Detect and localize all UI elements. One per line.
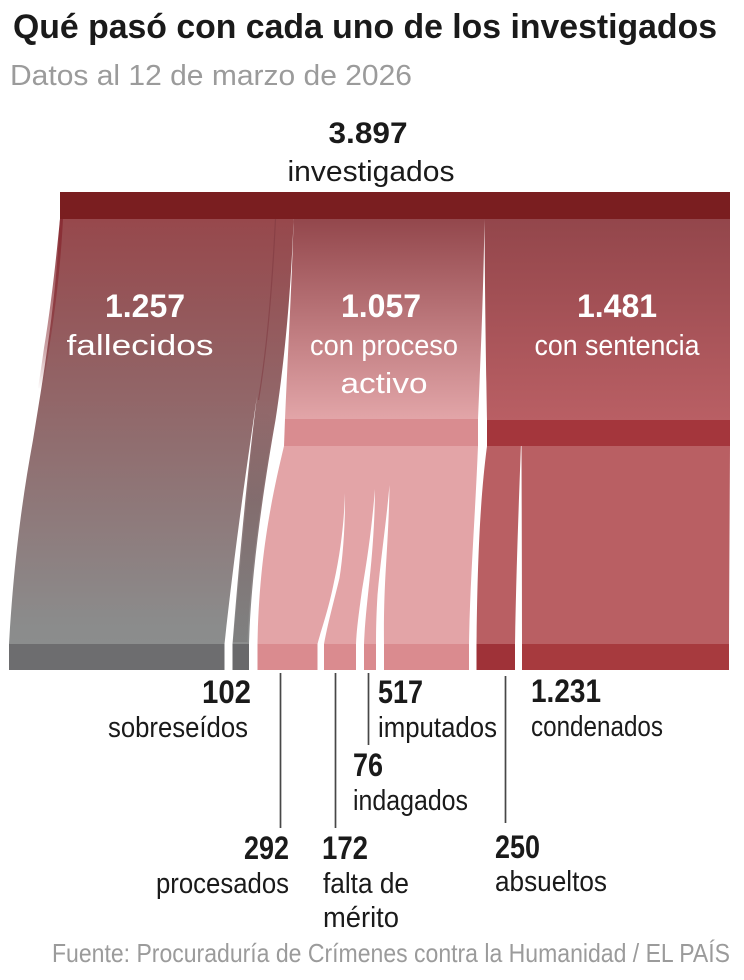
svg-text:indagados: indagados bbox=[353, 785, 468, 817]
svg-text:1.481: 1.481 bbox=[577, 288, 657, 324]
svg-text:1.057: 1.057 bbox=[341, 288, 421, 324]
svg-text:517: 517 bbox=[378, 674, 423, 710]
svg-text:1.231: 1.231 bbox=[531, 673, 601, 709]
svg-text:250: 250 bbox=[495, 829, 540, 865]
svg-text:sobreseídos: sobreseídos bbox=[108, 712, 248, 744]
svg-text:76: 76 bbox=[353, 747, 383, 783]
svg-text:292: 292 bbox=[244, 830, 289, 866]
svg-text:172: 172 bbox=[322, 830, 368, 866]
svg-text:mérito: mérito bbox=[323, 902, 399, 934]
svg-text:Qué pasó con cada uno de los i: Qué pasó con cada uno de los investigado… bbox=[13, 8, 717, 46]
svg-text:1.257: 1.257 bbox=[105, 288, 185, 324]
svg-text:procesados: procesados bbox=[156, 868, 289, 900]
svg-text:condenados: condenados bbox=[531, 711, 663, 743]
svg-text:investigados: investigados bbox=[288, 156, 455, 188]
svg-text:Datos al 12 de marzo de 2026: Datos al 12 de marzo de 2026 bbox=[10, 60, 412, 92]
svg-text:con sentencia: con sentencia bbox=[535, 330, 701, 362]
svg-text:3.897: 3.897 bbox=[329, 117, 408, 150]
svg-text:102: 102 bbox=[202, 674, 251, 710]
svg-text:imputados: imputados bbox=[378, 712, 497, 744]
svg-text:activo: activo bbox=[341, 368, 428, 400]
svg-text:fallecidos: fallecidos bbox=[67, 330, 214, 362]
svg-text:Fuente: Procuraduría de Crímen: Fuente: Procuraduría de Crímenes contra … bbox=[52, 938, 730, 968]
svg-text:con proceso: con proceso bbox=[310, 330, 458, 362]
svg-text:absueltos: absueltos bbox=[495, 866, 607, 898]
svg-text:falta de: falta de bbox=[323, 868, 409, 900]
